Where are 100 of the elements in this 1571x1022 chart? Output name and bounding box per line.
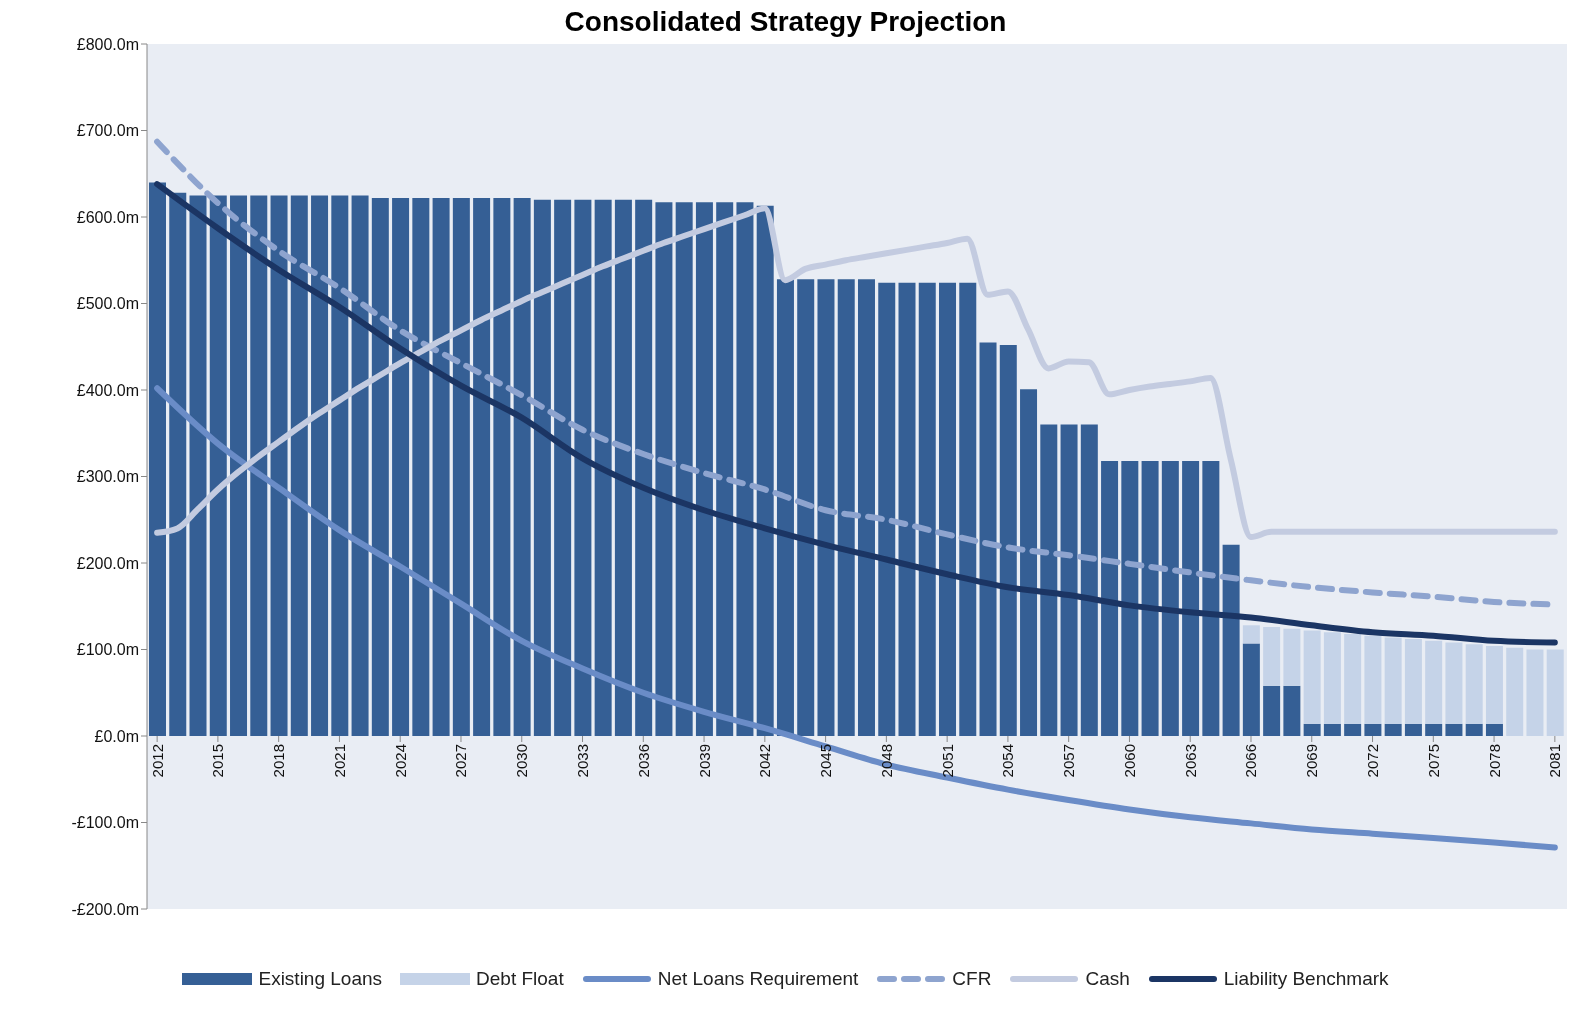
bar (1485, 646, 1503, 724)
bar (452, 197, 470, 736)
bar (1080, 424, 1098, 736)
x-tick-label: 2060 (1120, 744, 1138, 778)
bar (756, 205, 774, 736)
bar (999, 345, 1017, 736)
bar (331, 195, 349, 736)
bar (797, 279, 815, 736)
bar (533, 199, 551, 736)
bar (574, 199, 592, 736)
bar (655, 202, 673, 736)
bar (1526, 649, 1544, 736)
bar (230, 195, 248, 736)
x-tick-label: 2039 (695, 744, 713, 778)
x-tick-label: 2042 (756, 744, 774, 778)
bar (1404, 723, 1422, 736)
bar (1344, 723, 1362, 736)
bar (736, 202, 754, 736)
bar (1242, 625, 1260, 644)
bar (1485, 723, 1503, 736)
y-tick-label: £600.0m (76, 208, 139, 226)
bar (1384, 637, 1402, 724)
x-tick-label: 2045 (817, 744, 835, 778)
x-tick-label: 2018 (270, 744, 288, 778)
bar (189, 195, 207, 736)
bar (1040, 424, 1058, 736)
bar (898, 282, 916, 736)
x-tick-label: 2069 (1303, 744, 1321, 778)
bar (1263, 627, 1281, 686)
bar (290, 195, 308, 736)
chart-title: Consolidated Strategy Projection (564, 6, 1007, 37)
bar (1020, 389, 1038, 736)
bar (1323, 723, 1341, 736)
bar (1445, 723, 1463, 736)
bar (716, 202, 734, 736)
y-tick-label: £0.0m (94, 727, 139, 745)
bar (1546, 649, 1564, 736)
legend-label: Net Loans Requirement (657, 968, 859, 990)
x-tick-label: 2063 (1181, 744, 1199, 778)
bar (1182, 460, 1200, 736)
bar (1404, 639, 1422, 724)
bar (1465, 644, 1483, 724)
legend-label: Liability Benchmark (1223, 968, 1389, 990)
bar (959, 282, 977, 736)
bar (878, 282, 896, 736)
bar (1364, 723, 1382, 736)
y-tick-label: £300.0m (76, 468, 139, 486)
bar (939, 282, 957, 736)
x-tick-label: 2048 (877, 744, 895, 778)
x-tick-label: 2036 (634, 744, 652, 778)
y-tick-label: £500.0m (76, 295, 139, 313)
y-tick-label: £200.0m (76, 554, 139, 572)
bar (1303, 630, 1321, 724)
x-tick-label: 2024 (391, 744, 409, 778)
bar (1303, 723, 1321, 736)
bar (412, 197, 430, 736)
bar (1121, 460, 1139, 736)
bar (1283, 628, 1301, 686)
bar (1425, 640, 1443, 724)
bar (918, 282, 936, 736)
bar (1506, 647, 1524, 736)
bar (311, 195, 329, 736)
y-tick-label: £100.0m (76, 641, 139, 659)
bar (270, 195, 288, 736)
bar (371, 197, 389, 736)
bar (979, 342, 997, 736)
bar (857, 279, 875, 736)
bar (1060, 424, 1078, 736)
x-tick-label: 2012 (148, 744, 166, 778)
bar (1425, 723, 1443, 736)
x-tick-label: 2057 (1060, 744, 1078, 778)
x-tick-label: 2072 (1364, 744, 1382, 778)
bar (149, 182, 166, 736)
bar (250, 195, 268, 736)
legend-label: Cash (1085, 968, 1130, 990)
bar (554, 199, 572, 736)
bar (614, 199, 632, 736)
bar (1242, 643, 1260, 736)
bar (1445, 642, 1463, 724)
bar (169, 192, 187, 736)
bar (1202, 460, 1220, 736)
bar (675, 202, 693, 736)
bar (1344, 633, 1362, 724)
bar (776, 279, 794, 736)
bar (1222, 544, 1240, 736)
x-tick-label: 2075 (1424, 744, 1442, 778)
bar (351, 195, 369, 736)
bar (392, 197, 410, 736)
x-tick-label: 2021 (330, 744, 348, 778)
x-tick-label: 2081 (1546, 744, 1564, 778)
bar (1283, 685, 1301, 736)
bar (209, 195, 227, 736)
bar (1263, 685, 1281, 736)
bar (513, 197, 531, 736)
bar (817, 279, 835, 736)
x-tick-label: 2015 (209, 744, 227, 778)
x-tick-label: 2066 (1242, 744, 1260, 778)
legend-label: Existing Loans (258, 968, 383, 990)
legend-label: Debt Float (476, 968, 564, 990)
y-tick-label: £700.0m (76, 122, 139, 140)
